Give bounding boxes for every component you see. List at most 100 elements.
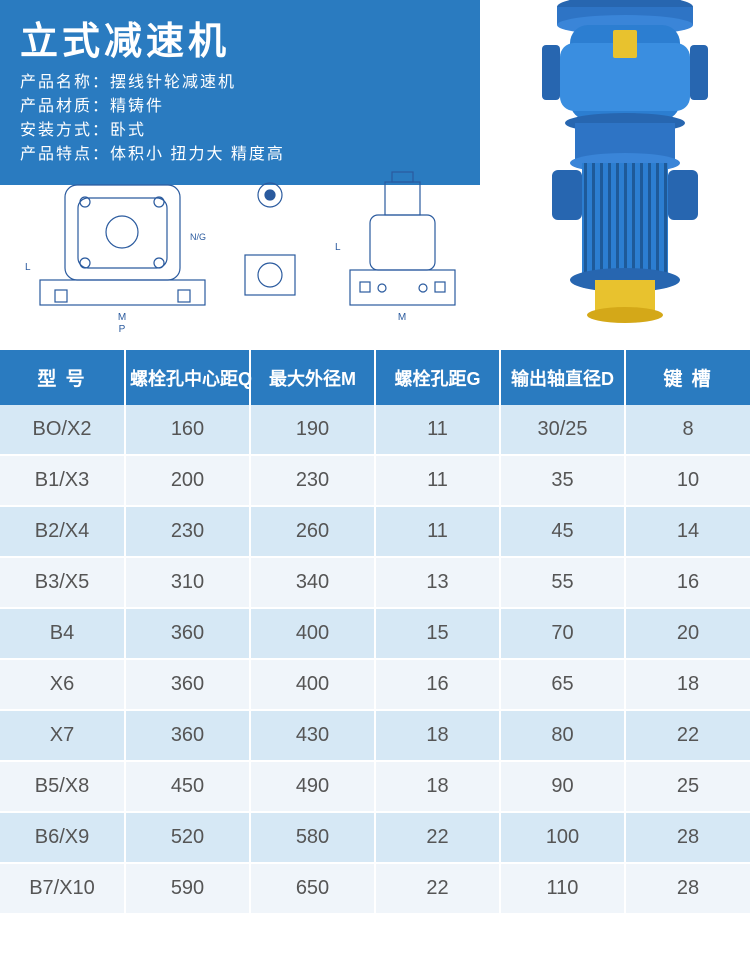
table-cell: 30/25 bbox=[500, 405, 625, 455]
spec-line: 安装方式：卧式 bbox=[20, 119, 460, 143]
spec-value: 体积小 扭力大 精度高 bbox=[110, 143, 285, 167]
table-row: X7360430188022 bbox=[0, 710, 750, 761]
table-cell: 11 bbox=[375, 455, 500, 506]
table-cell: 65 bbox=[500, 659, 625, 710]
table-cell: 230 bbox=[250, 455, 375, 506]
spec-label: 安装方式： bbox=[20, 119, 110, 143]
table-cell: 650 bbox=[250, 863, 375, 914]
table-cell: 90 bbox=[500, 761, 625, 812]
table-cell: B6/X9 bbox=[0, 812, 125, 863]
table-cell: 15 bbox=[375, 608, 500, 659]
table-body: BO/X21601901130/258B1/X3200230113510B2/X… bbox=[0, 405, 750, 914]
table-row: B4360400157020 bbox=[0, 608, 750, 659]
table-row: X6360400166518 bbox=[0, 659, 750, 710]
table-cell: 580 bbox=[250, 812, 375, 863]
table-cell: 260 bbox=[250, 506, 375, 557]
table-row: B3/X5310340135516 bbox=[0, 557, 750, 608]
table-cell: B5/X8 bbox=[0, 761, 125, 812]
table-cell: 35 bbox=[500, 455, 625, 506]
table-cell: 25 bbox=[625, 761, 750, 812]
table-header-cell: 最大外径M bbox=[250, 350, 375, 405]
technical-diagram: M P L M L N/G bbox=[10, 170, 470, 335]
table-row: B2/X4230260114514 bbox=[0, 506, 750, 557]
spec-line: 产品材质：精铸件 bbox=[20, 95, 460, 119]
svg-text:M: M bbox=[398, 312, 406, 323]
table-cell: 400 bbox=[250, 608, 375, 659]
spec-value: 精铸件 bbox=[110, 95, 164, 119]
table-cell: X7 bbox=[0, 710, 125, 761]
table-cell: 400 bbox=[250, 659, 375, 710]
spec-label: 产品特点： bbox=[20, 143, 110, 167]
table-cell: 18 bbox=[375, 710, 500, 761]
table-cell: B7/X10 bbox=[0, 863, 125, 914]
table-cell: 18 bbox=[375, 761, 500, 812]
table-cell: B4 bbox=[0, 608, 125, 659]
page-title: 立式减速机 bbox=[20, 10, 460, 65]
table-header-cell: 键 槽 bbox=[625, 350, 750, 405]
table-cell: 55 bbox=[500, 557, 625, 608]
table-cell: 11 bbox=[375, 506, 500, 557]
table-cell: 160 bbox=[125, 405, 250, 455]
table-row: BO/X21601901130/258 bbox=[0, 405, 750, 455]
table-cell: 22 bbox=[625, 710, 750, 761]
table-cell: 310 bbox=[125, 557, 250, 608]
svg-text:M: M bbox=[118, 312, 126, 323]
table-cell: 10 bbox=[625, 455, 750, 506]
spec-line: 产品特点：体积小 扭力大 精度高 bbox=[20, 143, 460, 167]
table-header-cell: 输出轴直径D bbox=[500, 350, 625, 405]
table-cell: 490 bbox=[250, 761, 375, 812]
table-cell: 230 bbox=[125, 506, 250, 557]
table-cell: 28 bbox=[625, 863, 750, 914]
table-cell: 22 bbox=[375, 863, 500, 914]
table-cell: 45 bbox=[500, 506, 625, 557]
table-cell: 16 bbox=[375, 659, 500, 710]
table-cell: B1/X3 bbox=[0, 455, 125, 506]
spec-table: 型 号螺栓孔中心距Q最大外径M螺栓孔距G输出轴直径D键 槽 BO/X216019… bbox=[0, 350, 750, 915]
table-cell: 190 bbox=[250, 405, 375, 455]
svg-text:P: P bbox=[119, 324, 126, 335]
table-cell: 200 bbox=[125, 455, 250, 506]
table-header-cell: 螺栓孔距G bbox=[375, 350, 500, 405]
table-row: B5/X8450490189025 bbox=[0, 761, 750, 812]
table-cell: 360 bbox=[125, 710, 250, 761]
spec-table-wrap: 型 号螺栓孔中心距Q最大外径M螺栓孔距G输出轴直径D键 槽 BO/X216019… bbox=[0, 350, 750, 915]
spec-value: 摆线针轮减速机 bbox=[110, 71, 236, 95]
table-cell: 360 bbox=[125, 608, 250, 659]
table-cell: 13 bbox=[375, 557, 500, 608]
header-section: 立式减速机 产品名称：摆线针轮减速机产品材质：精铸件安装方式：卧式产品特点：体积… bbox=[0, 0, 750, 350]
table-cell: 340 bbox=[250, 557, 375, 608]
spec-value: 卧式 bbox=[110, 119, 146, 143]
table-header-row: 型 号螺栓孔中心距Q最大外径M螺栓孔距G输出轴直径D键 槽 bbox=[0, 350, 750, 405]
table-cell: 70 bbox=[500, 608, 625, 659]
svg-text:L: L bbox=[25, 262, 31, 273]
table-header-cell: 型 号 bbox=[0, 350, 125, 405]
table-cell: 80 bbox=[500, 710, 625, 761]
svg-text:L: L bbox=[335, 242, 341, 253]
table-row: B1/X3200230113510 bbox=[0, 455, 750, 506]
table-cell: 450 bbox=[125, 761, 250, 812]
table-cell: 22 bbox=[375, 812, 500, 863]
table-cell: 110 bbox=[500, 863, 625, 914]
table-cell: 430 bbox=[250, 710, 375, 761]
table-header-cell: 螺栓孔中心距Q bbox=[125, 350, 250, 405]
table-cell: 28 bbox=[625, 812, 750, 863]
spec-line: 产品名称：摆线针轮减速机 bbox=[20, 71, 460, 95]
table-cell: 590 bbox=[125, 863, 250, 914]
table-row: B6/X95205802210028 bbox=[0, 812, 750, 863]
title-box: 立式减速机 产品名称：摆线针轮减速机产品材质：精铸件安装方式：卧式产品特点：体积… bbox=[0, 0, 480, 185]
table-cell: 16 bbox=[625, 557, 750, 608]
spec-label: 产品名称： bbox=[20, 71, 110, 95]
table-cell: 18 bbox=[625, 659, 750, 710]
table-cell: B3/X5 bbox=[0, 557, 125, 608]
table-cell: 100 bbox=[500, 812, 625, 863]
table-cell: X6 bbox=[0, 659, 125, 710]
spec-list: 产品名称：摆线针轮减速机产品材质：精铸件安装方式：卧式产品特点：体积小 扭力大 … bbox=[20, 71, 460, 167]
table-cell: 11 bbox=[375, 405, 500, 455]
table-cell: BO/X2 bbox=[0, 405, 125, 455]
table-cell: 14 bbox=[625, 506, 750, 557]
spec-label: 产品材质： bbox=[20, 95, 110, 119]
table-cell: 520 bbox=[125, 812, 250, 863]
table-cell: 8 bbox=[625, 405, 750, 455]
table-cell: 360 bbox=[125, 659, 250, 710]
table-cell: B2/X4 bbox=[0, 506, 125, 557]
